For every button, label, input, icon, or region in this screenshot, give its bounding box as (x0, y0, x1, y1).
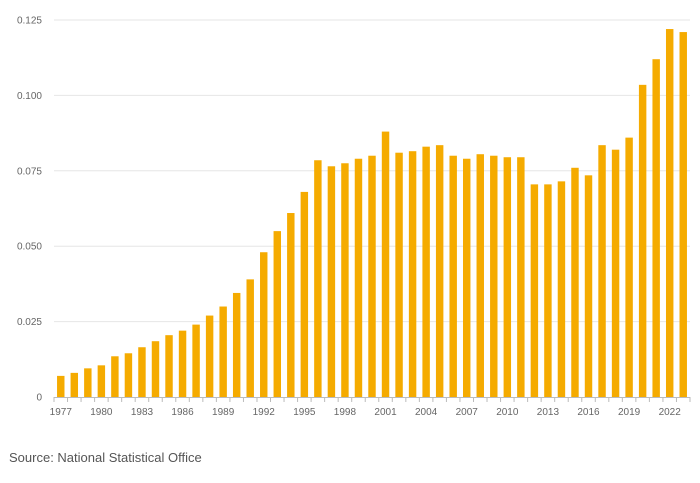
bar-1986 (178, 330, 187, 397)
bar-2008 (476, 154, 484, 397)
bar-2014 (557, 181, 566, 397)
bar-2011 (517, 157, 525, 397)
bar-2015 (571, 167, 579, 397)
x-tick-label: 2013 (537, 407, 560, 418)
bar-1985 (165, 335, 173, 397)
bar-2010 (503, 157, 512, 397)
x-tick-label: 2016 (577, 407, 600, 418)
y-axis-labels: 0 0.025 0.050 0.075 0.100 0.125 (17, 16, 42, 404)
bar-1979 (84, 368, 92, 397)
x-tick-label: 1980 (90, 407, 113, 418)
bar-1984 (151, 341, 160, 397)
bar-1996 (314, 160, 322, 397)
x-axis: 1977 1980 1983 1986 1989 1992 1995 1998 2001 2004… (50, 397, 691, 418)
bar-2012 (530, 184, 539, 397)
bar-1995 (300, 191, 309, 397)
bar-2020 (638, 84, 647, 398)
bar-1989 (219, 306, 227, 397)
x-tick-label: 1995 (293, 407, 316, 418)
bar-1992 (260, 252, 268, 397)
bar-2007 (463, 158, 471, 397)
bar-2019 (625, 137, 633, 397)
bar-1977 (57, 375, 65, 397)
bar-1978 (70, 372, 79, 397)
bar-1991 (246, 279, 254, 397)
bar-1983 (138, 347, 146, 397)
y-tick-label: 0.125 (17, 16, 42, 27)
bar-1981 (111, 356, 119, 397)
bar-2016 (584, 175, 593, 397)
x-tick-label: 1998 (334, 407, 357, 418)
x-tick-label: 2001 (374, 407, 397, 418)
bar-1990 (232, 292, 241, 397)
bar-2000 (368, 155, 376, 397)
bar-1999 (354, 158, 363, 397)
x-tick-label: 2004 (415, 407, 438, 418)
bar-2021 (652, 59, 660, 397)
x-tick-label: 1986 (171, 407, 194, 418)
y-tick-label: 0.050 (17, 242, 42, 253)
bar-2017 (598, 145, 606, 397)
x-tick-label: 2019 (618, 407, 641, 418)
y-tick-label: 0.025 (17, 317, 42, 328)
bar-2022 (665, 29, 674, 397)
y-tick-label: 0.100 (17, 91, 42, 102)
y-tick-label: 0.075 (17, 166, 42, 177)
bars (57, 29, 687, 398)
bar-1998 (341, 163, 349, 397)
bar-2005 (435, 145, 444, 397)
x-tick-label: 1977 (50, 407, 73, 418)
bar-2001 (381, 131, 390, 398)
bar-2009 (490, 155, 498, 397)
bar-2013 (544, 184, 552, 397)
bar-1982 (124, 353, 133, 397)
bar-1994 (287, 213, 295, 397)
x-tick-label: 2022 (659, 407, 682, 418)
x-tick-label: 1983 (131, 407, 154, 418)
bar-1980 (97, 365, 106, 397)
bar-2018 (611, 149, 620, 397)
bar-1993 (273, 231, 281, 397)
bar-2006 (449, 155, 457, 397)
y-tick-label: 0 (36, 393, 42, 404)
bar-1988 (205, 315, 214, 397)
source-note: Source: National Statistical Office (9, 450, 202, 465)
bar-2004 (422, 146, 430, 397)
bar-2002 (395, 152, 403, 397)
x-tick-label: 1992 (253, 407, 276, 418)
x-tick-label: 2010 (496, 407, 519, 418)
x-tick-label: 2007 (456, 407, 479, 418)
bar-2003 (408, 151, 417, 397)
bar-1997 (327, 166, 336, 397)
bar-2023 (679, 32, 687, 398)
bar-1987 (192, 324, 200, 397)
x-tick-label: 1989 (212, 407, 235, 418)
